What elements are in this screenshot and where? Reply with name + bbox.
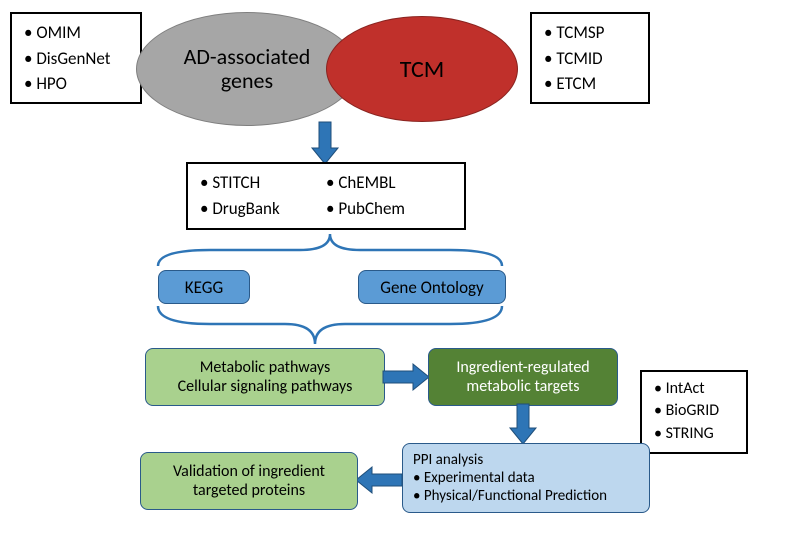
tcm-ellipse: TCM	[326, 16, 518, 122]
db-item: TCMID	[544, 46, 636, 72]
ad-genes-label: AD-associated genes	[184, 45, 311, 93]
compound-db-box: STITCH DrugBank ChEMBL PubChem	[186, 162, 466, 230]
validation-box: Validation of ingredient targeted protei…	[140, 452, 358, 510]
ppi-box: PPI analysis • Experimental data • Physi…	[402, 443, 650, 513]
validation-line2: targeted proteins	[193, 481, 305, 500]
ppi-line1: PPI analysis	[413, 451, 483, 469]
brace-up	[150, 302, 510, 348]
arrow-left-1	[356, 465, 402, 495]
brace-down	[150, 230, 510, 270]
db-item: ChEMBL	[326, 170, 452, 196]
kegg-label: KEGG	[185, 277, 223, 298]
db-item: STITCH	[200, 170, 326, 196]
db-item: STRING	[654, 423, 734, 445]
ppi-line2: • Experimental data	[413, 469, 535, 487]
ad-genes-ellipse: AD-associated genes	[136, 12, 358, 126]
go-label: Gene Ontology	[380, 277, 484, 298]
ingredient-line1: Ingredient-regulated	[456, 358, 589, 377]
pathways-line2: Cellular signaling pathways	[178, 377, 353, 396]
arrow-down-2	[508, 404, 538, 444]
validation-line1: Validation of ingredient	[173, 462, 325, 481]
tcm-label: TCM	[400, 55, 445, 84]
left-db-box: OMIM DisGenNet HPO	[10, 12, 142, 104]
db-item: HPO	[24, 71, 128, 97]
db-item: PubChem	[326, 196, 452, 222]
arrow-right-1	[383, 362, 429, 392]
db-item: DrugBank	[200, 196, 326, 222]
pathways-box: Metabolic pathways Cellular signaling pa…	[145, 348, 385, 406]
db-item: OMIM	[24, 20, 128, 46]
right-db-box: TCMSP TCMID ETCM	[530, 12, 650, 104]
db-item: TCMSP	[544, 20, 636, 46]
kegg-box: KEGG	[158, 270, 250, 304]
ingredient-box: Ingredient-regulated metabolic targets	[428, 348, 618, 406]
db-item: DisGenNet	[24, 46, 128, 72]
arrow-down-1	[310, 122, 340, 164]
go-box: Gene Ontology	[358, 270, 506, 304]
ppi-db-box: IntAct BioGRID STRING	[640, 370, 748, 454]
db-item: IntAct	[654, 378, 734, 400]
db-item: ETCM	[544, 71, 636, 97]
ppi-line3: • Physical/Functional Prediction	[413, 487, 607, 505]
pathways-line1: Metabolic pathways	[200, 358, 331, 377]
db-item: BioGRID	[654, 400, 734, 422]
ingredient-line2: metabolic targets	[466, 377, 579, 396]
